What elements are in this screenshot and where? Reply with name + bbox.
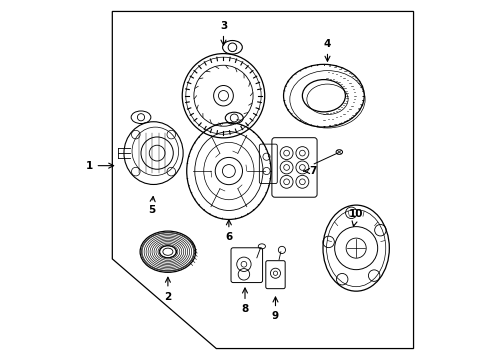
Text: 7: 7	[304, 166, 317, 176]
Text: 9: 9	[272, 297, 279, 321]
Text: 6: 6	[225, 220, 232, 242]
Text: 1: 1	[85, 161, 114, 171]
Text: 4: 4	[324, 39, 331, 61]
Text: 2: 2	[164, 277, 171, 302]
Text: 10: 10	[349, 209, 364, 226]
Text: 3: 3	[220, 21, 227, 45]
Text: 5: 5	[148, 197, 155, 216]
Text: 8: 8	[242, 288, 248, 314]
